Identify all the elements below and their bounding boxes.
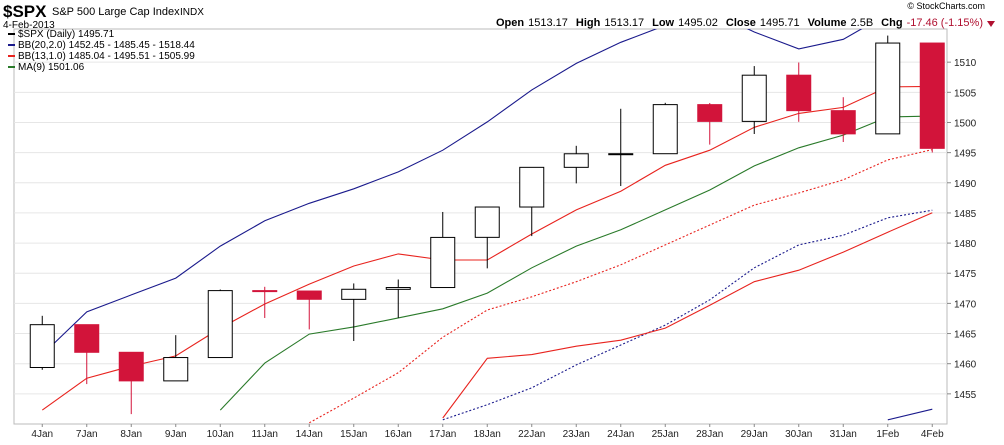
quote-label: Open bbox=[496, 17, 524, 29]
legend-entry: BB(20,2.0) 1452.45 - 1485.45 - 1518.44 bbox=[18, 40, 195, 51]
candle-body bbox=[608, 153, 634, 156]
x-tick-label: 8Jan bbox=[120, 429, 142, 440]
x-tick-label: 4Jan bbox=[31, 429, 53, 440]
subtitle: S&P 500 Large Cap Index bbox=[52, 6, 180, 18]
x-tick-label: 1Feb bbox=[876, 429, 899, 440]
overlay-line bbox=[442, 212, 933, 419]
y-tick-label: 1480 bbox=[954, 239, 977, 250]
quote-value: 1495.02 bbox=[678, 17, 718, 29]
candle-body bbox=[341, 288, 367, 300]
legend-swatch bbox=[8, 55, 15, 57]
x-tick-label: 23Jan bbox=[563, 429, 590, 440]
quote-label: Close bbox=[726, 17, 756, 29]
candle-body bbox=[296, 290, 322, 300]
x-tick-label: 9Jan bbox=[165, 429, 187, 440]
x-tick-label: 11Jan bbox=[251, 429, 278, 440]
quote-value: 2.5B bbox=[851, 17, 874, 29]
x-tick-label: 14Jan bbox=[296, 429, 323, 440]
candle-body bbox=[741, 74, 767, 122]
x-tick-label: 30Jan bbox=[785, 429, 812, 440]
legend-swatch bbox=[8, 33, 15, 35]
x-tick-label: 4Feb bbox=[921, 429, 944, 440]
candle-body bbox=[697, 104, 723, 122]
plot-frame bbox=[13, 28, 948, 425]
overlay-line bbox=[41, 29, 863, 355]
legend-swatch bbox=[8, 44, 15, 46]
candle-body bbox=[252, 290, 278, 293]
legend-entry: MA(9) 1501.06 bbox=[18, 62, 85, 73]
quote-label: Chg bbox=[881, 17, 902, 29]
overlay-line bbox=[309, 149, 933, 424]
overlay-line bbox=[219, 115, 933, 411]
x-tick-label: 31Jan bbox=[830, 429, 857, 440]
y-tick-label: 1470 bbox=[954, 299, 977, 310]
x-tick-label: 28Jan bbox=[696, 429, 723, 440]
y-tick-label: 1475 bbox=[954, 269, 977, 280]
quote-line: Open 1513.17 High 1513.17 Low 1495.02 Close 149… bbox=[496, 17, 983, 29]
candle-body bbox=[207, 290, 233, 359]
down-arrow bbox=[987, 21, 995, 27]
candle-body bbox=[430, 236, 456, 289]
quote-value: 1513.17 bbox=[604, 17, 644, 29]
overlay-line bbox=[887, 408, 933, 421]
x-tick-label: 16Jan bbox=[385, 429, 412, 440]
chart-title: $SPX bbox=[3, 2, 47, 21]
x-tick-label: 25Jan bbox=[652, 429, 679, 440]
candle-body bbox=[830, 110, 856, 135]
candle-body bbox=[875, 42, 901, 135]
x-tick-label: 24Jan bbox=[607, 429, 634, 440]
legend-swatch bbox=[8, 66, 15, 68]
candle-body bbox=[919, 42, 945, 149]
candle-body bbox=[118, 351, 144, 382]
y-tick-label: 1460 bbox=[954, 360, 977, 371]
exchange: INDX bbox=[180, 7, 204, 18]
candle-body bbox=[163, 357, 189, 382]
y-tick-label: 1465 bbox=[954, 330, 977, 341]
date: 4-Feb-2013 bbox=[3, 20, 55, 31]
quote-value: 1495.71 bbox=[760, 17, 800, 29]
quote-label: Volume bbox=[808, 17, 847, 29]
quote-value: 1513.17 bbox=[528, 17, 568, 29]
candle-body bbox=[474, 206, 500, 238]
watermark: © StockCharts.com bbox=[907, 1, 985, 11]
x-tick-label: 15Jan bbox=[340, 429, 367, 440]
quote-label: High bbox=[576, 17, 601, 29]
candle-body bbox=[29, 324, 55, 368]
candle-body bbox=[74, 324, 100, 353]
candle-body bbox=[652, 104, 678, 155]
quote-label: Low bbox=[652, 17, 674, 29]
y-tick-label: 1490 bbox=[954, 179, 977, 190]
x-tick-label: 29Jan bbox=[741, 429, 768, 440]
x-tick-label: 7Jan bbox=[76, 429, 98, 440]
y-tick-label: 1495 bbox=[954, 149, 977, 160]
y-tick-label: 1510 bbox=[954, 58, 977, 69]
quote-value: -17.46 (-1.15%) bbox=[907, 17, 983, 29]
candle-body bbox=[385, 287, 411, 290]
x-tick-label: 22Jan bbox=[518, 429, 545, 440]
y-tick-label: 1500 bbox=[954, 118, 977, 129]
y-tick-label: 1505 bbox=[954, 88, 977, 99]
legend-entry: $SPX (Daily) 1495.71 bbox=[18, 29, 115, 40]
y-tick-label: 1455 bbox=[954, 390, 977, 401]
x-tick-label: 18Jan bbox=[474, 429, 501, 440]
candle-body bbox=[786, 74, 812, 112]
candle-body bbox=[563, 153, 589, 168]
legend-entry: BB(13,1.0) 1485.04 - 1495.51 - 1505.99 bbox=[18, 51, 195, 62]
x-tick-label: 10Jan bbox=[207, 429, 234, 440]
y-tick-label: 1485 bbox=[954, 209, 977, 220]
x-tick-label: 17Jan bbox=[429, 429, 456, 440]
candle-body bbox=[519, 166, 545, 208]
